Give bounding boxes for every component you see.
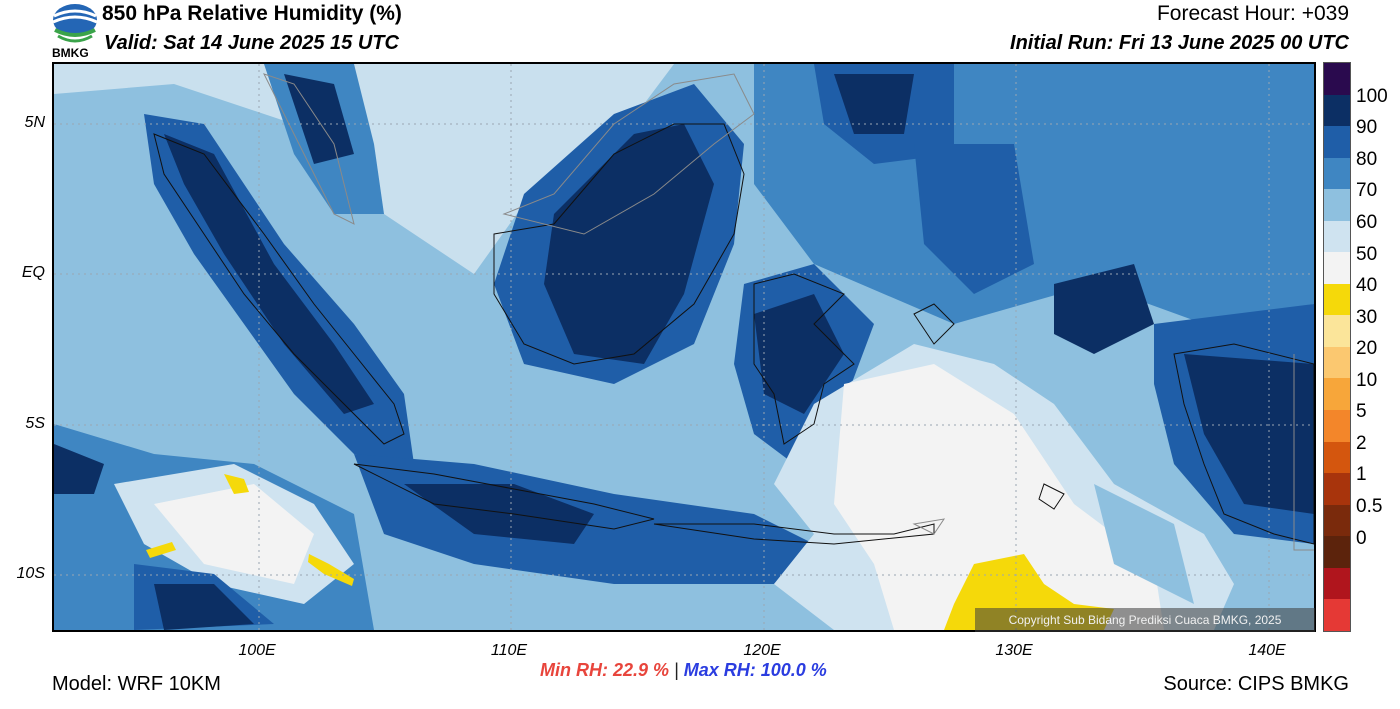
colorbar-label: 0.5 [1356,496,1383,517]
initial-run: Initial Run: Fri 13 June 2025 00 UTC [1010,32,1349,54]
lon-label-120e: 120E [743,642,781,659]
copyright-notice: Copyright Sub Bidang Prediksi Cuaca BMKG… [975,608,1315,632]
colorbar-segment [1324,346,1350,379]
colorbar-segment [1324,220,1350,253]
lat-label-5n: 5N [24,114,45,131]
colorbar-segment [1324,283,1350,316]
colorbar-label: 1 [1356,464,1367,486]
colorbar-label: 50 [1356,243,1378,265]
colorbar-segment [1324,252,1350,284]
colorbar-label: 0 [1356,527,1367,549]
colorbar-label: 20 [1356,338,1378,360]
colorbar [1323,62,1351,632]
colorbar-segment [1324,441,1350,474]
map-canvas [54,64,1314,630]
max-rh: Max RH: 100.0 % [683,660,827,680]
colorbar-label: 10 [1356,369,1378,391]
source-label: Source: CIPS BMKG [1163,673,1349,695]
colorbar-segment [1324,63,1350,95]
colorbar-label: 5 [1356,401,1367,423]
bmkg-logo [50,2,100,60]
logo-text: BMKG [52,46,89,60]
colorbar-label: 30 [1356,306,1378,328]
colorbar-segment [1324,410,1350,442]
lat-label-10s: 10S [16,565,45,582]
colorbar-label: 60 [1356,212,1378,233]
colorbar-label: 90 [1356,117,1378,139]
colorbar-label: 40 [1356,275,1378,297]
colorbar-segment [1324,189,1350,221]
min-max-separator: | [674,660,679,680]
colorbar-label: 100 [1356,85,1388,107]
humidity-map [52,62,1316,632]
colorbar-segment [1324,599,1350,631]
colorbar-label: 70 [1356,180,1378,202]
lon-label-110e: 110E [490,642,528,659]
chart-title: 850 hPa Relative Humidity (%) [102,2,402,25]
colorbar-segment [1324,473,1350,505]
lon-label-140e: 140E [1248,642,1286,659]
colorbar-segment [1324,126,1350,158]
colorbar-segment [1324,315,1350,347]
lon-label-130e: 130E [995,642,1033,659]
colorbar-label: 80 [1356,148,1378,170]
colorbar-segment [1324,94,1350,127]
min-rh: Min RH: 22.9 % [540,660,670,680]
lat-label-eq: EQ [21,264,45,281]
model-label: Model: WRF 10KM [52,673,221,695]
colorbar-segment [1324,504,1350,537]
colorbar-segment [1324,157,1350,190]
colorbar-segment [1324,378,1350,411]
lat-label-5s: 5S [25,415,45,432]
lon-label-100e: 100E [238,642,276,659]
colorbar-label: 2 [1356,432,1367,454]
colorbar-segment [1324,536,1350,568]
colorbar-segment [1324,567,1350,600]
min-max-rh: Min RH: 22.9 % | Max RH: 100.0 % [540,660,827,681]
valid-time: Valid: Sat 14 June 2025 15 UTC [104,32,399,54]
forecast-hour: Forecast Hour: +039 [1156,2,1349,25]
